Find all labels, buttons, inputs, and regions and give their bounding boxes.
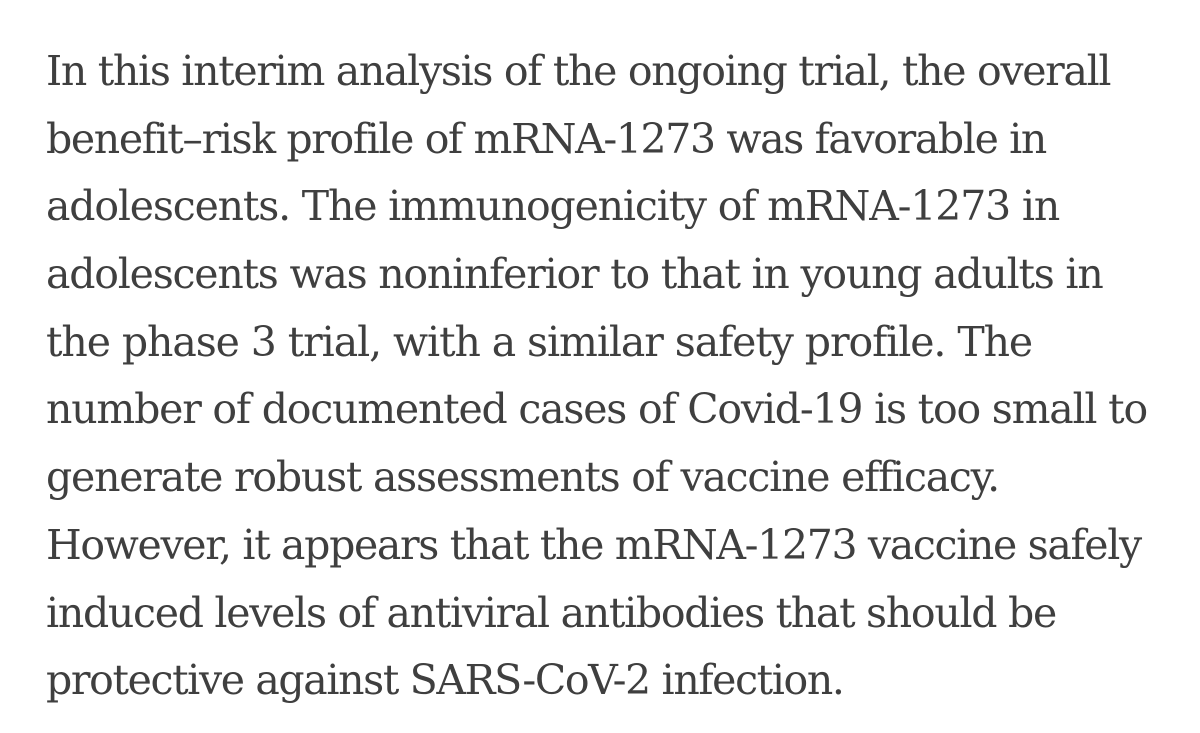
article-excerpt: In this interim analysis of the ongoing …	[46, 38, 1176, 715]
paragraph-line: adolescents. The immunogenicity of mRNA-…	[46, 182, 1060, 231]
paragraph-line: induced levels of antiviral antibodies t…	[46, 588, 1057, 637]
paragraph-line: However, it appears that the mRNA-1273 v…	[46, 520, 1142, 569]
paragraph-line: generate robust assessments of vaccine e…	[46, 453, 1000, 502]
paragraph-line: number of documented cases of Covid-19 i…	[46, 385, 1148, 434]
paragraph-line: benefit–risk profile of mRNA-1273 was fa…	[46, 114, 1047, 163]
paragraph-line: the phase 3 trial, with a similar safety…	[46, 317, 1033, 366]
paragraph-line: protective against SARS-CoV-2 infection.	[46, 656, 845, 705]
paragraph-line: adolescents was noninferior to that in y…	[46, 250, 1104, 299]
paragraph-line: In this interim analysis of the ongoing …	[46, 47, 1112, 95]
